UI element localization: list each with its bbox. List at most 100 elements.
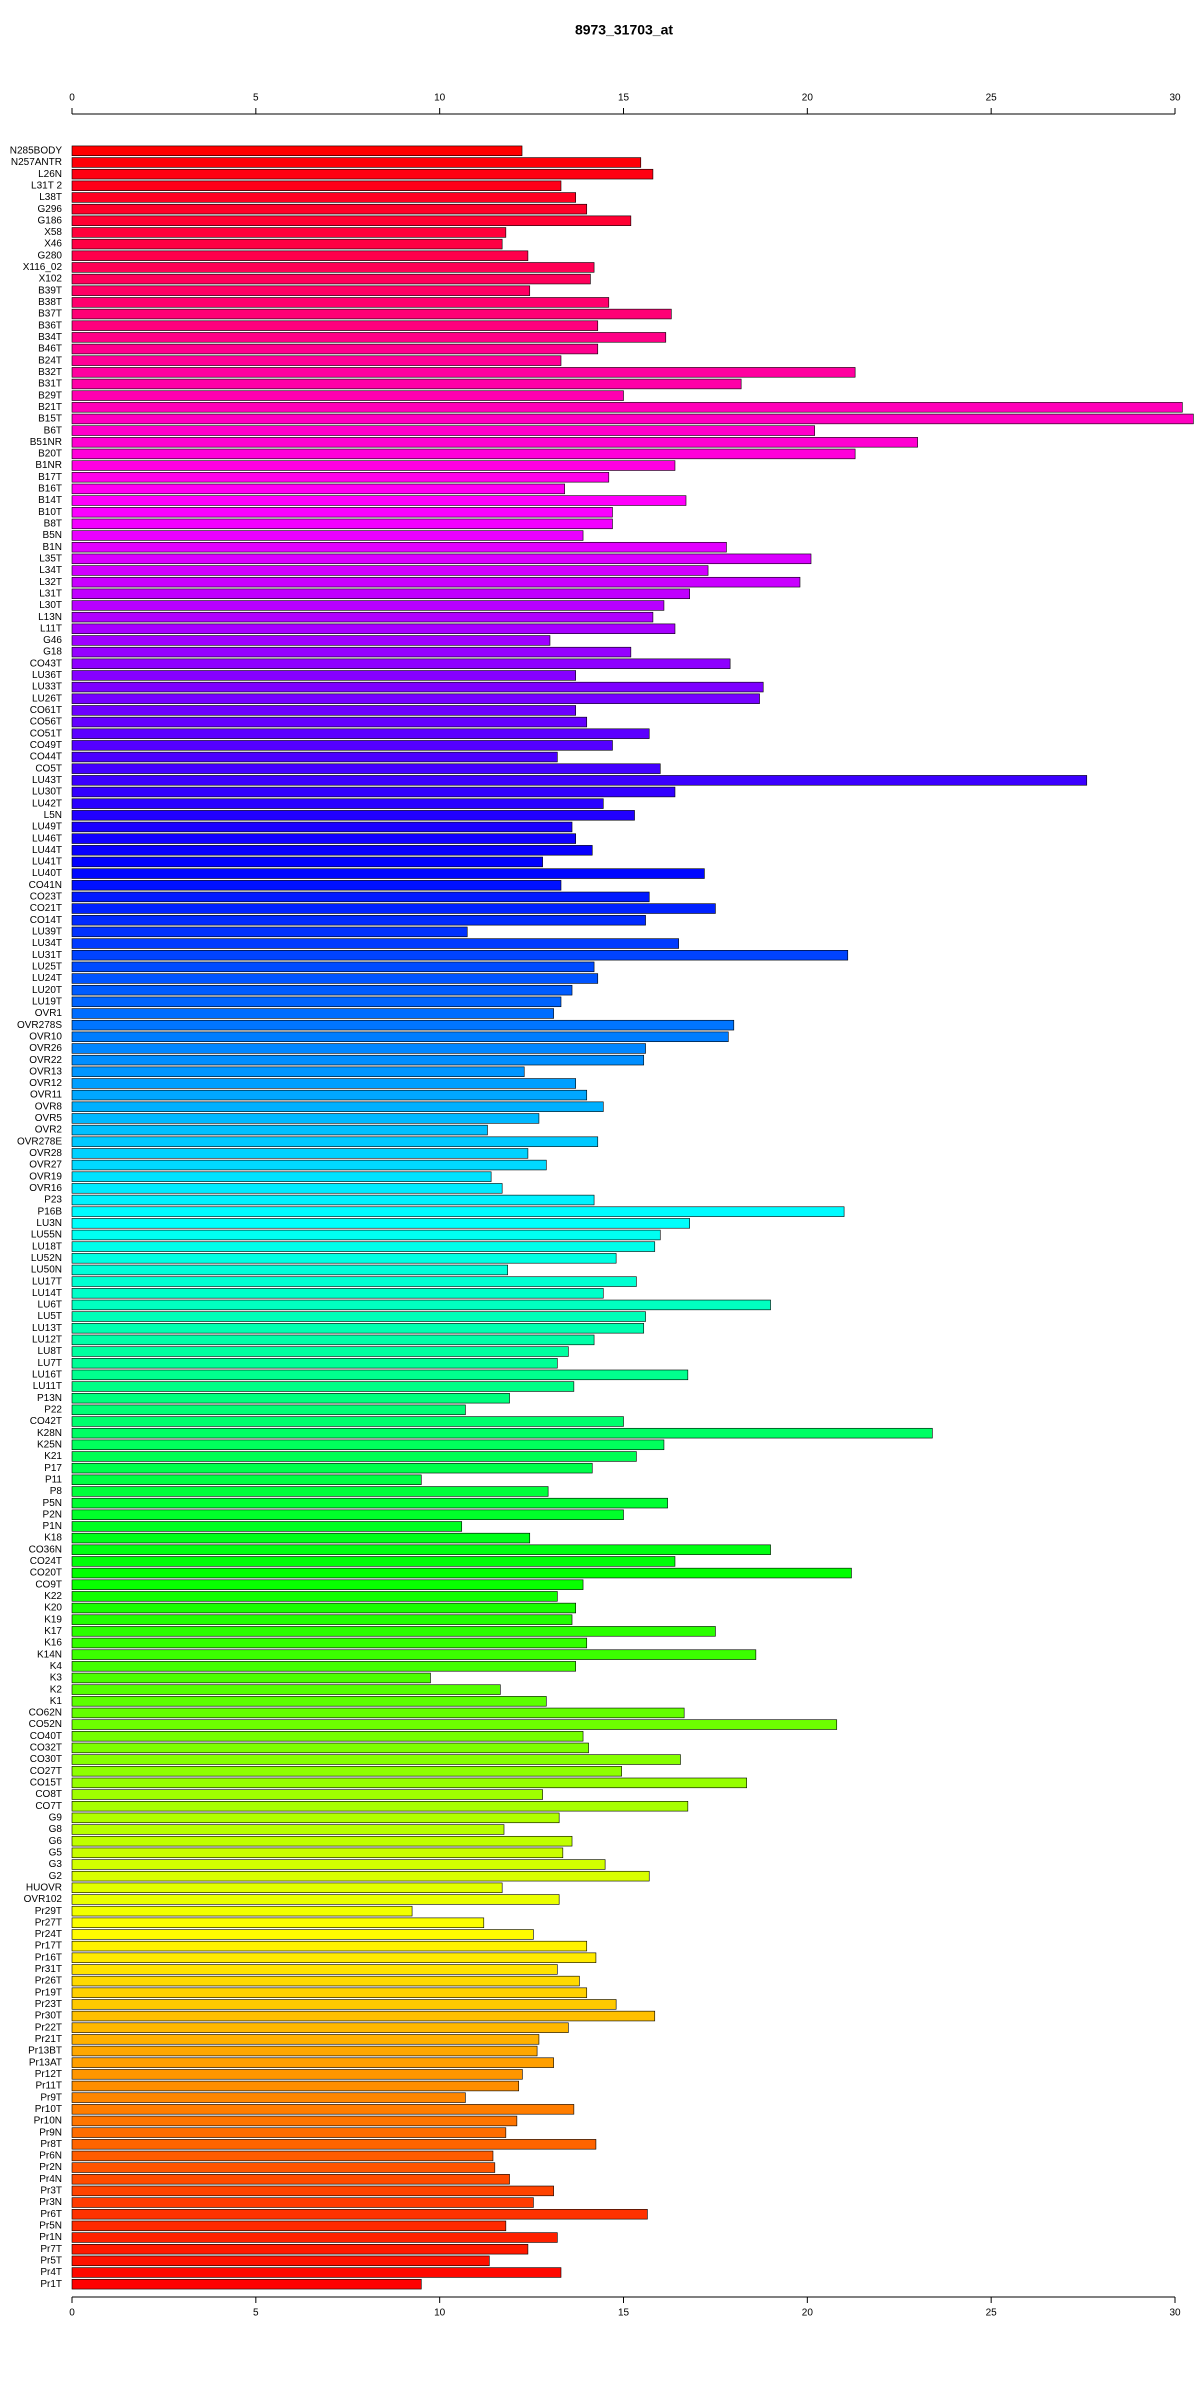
bar xyxy=(71,903,716,914)
y-tick-label: CO15T xyxy=(30,1778,62,1789)
y-tick-label: K4 xyxy=(50,1661,63,1672)
bar xyxy=(71,448,856,460)
y-tick-label: L13N xyxy=(38,612,62,623)
bar xyxy=(71,1649,757,1660)
bar xyxy=(71,1742,589,1754)
bar xyxy=(71,600,665,611)
x-tick-label: 5 xyxy=(253,93,259,104)
bar xyxy=(71,2104,575,2115)
y-tick-label: P22 xyxy=(44,1404,62,1415)
bar xyxy=(71,1323,645,1334)
bar xyxy=(71,915,646,926)
y-tick-label: CO30T xyxy=(30,1754,62,1765)
y-tick-label: LU39T xyxy=(32,927,62,938)
bar xyxy=(71,1404,466,1416)
y-tick-label: CO8T xyxy=(35,1789,62,1800)
y-tick-label: B16T xyxy=(38,484,62,495)
bar xyxy=(71,215,632,226)
bar xyxy=(71,658,731,669)
bar xyxy=(71,1346,569,1357)
bar xyxy=(71,984,573,996)
y-tick-label: B51NR xyxy=(30,437,62,448)
y-tick-label: OVR278E xyxy=(17,1136,62,1147)
bar xyxy=(71,950,849,961)
y-tick-label: CO14T xyxy=(30,915,62,926)
y-tick-label: LU12T xyxy=(32,1335,62,1346)
bar xyxy=(71,285,531,296)
bar xyxy=(71,1113,540,1124)
y-tick-label: OVR10 xyxy=(29,1031,62,1042)
bar xyxy=(71,1066,525,1077)
y-tick-label: OVR16 xyxy=(29,1183,62,1194)
bar xyxy=(71,1381,575,1392)
bar xyxy=(71,856,543,868)
bar xyxy=(71,938,679,949)
bar xyxy=(71,576,801,588)
bar xyxy=(71,2162,496,2173)
bar xyxy=(71,1229,661,1241)
bar xyxy=(71,611,654,623)
y-tick-label: LU50N xyxy=(31,1265,62,1276)
y-tick-label: Pr22T xyxy=(35,2022,62,2033)
bar xyxy=(71,2127,507,2138)
bar xyxy=(71,203,588,215)
bar xyxy=(71,390,624,401)
y-tick-label: Pr6N xyxy=(39,2151,62,2162)
y-tick-label: B21T xyxy=(38,402,62,413)
y-tick-label: CO7T xyxy=(35,1801,62,1812)
y-tick-label: Pr1T xyxy=(40,2279,62,2290)
y-tick-label: Pr26T xyxy=(35,1976,62,1987)
bar xyxy=(71,623,676,634)
bar xyxy=(71,180,562,191)
bar xyxy=(71,1288,604,1299)
bar xyxy=(71,273,591,285)
y-tick-label: CO5T xyxy=(35,763,62,774)
y-tick-label: LU14T xyxy=(32,1288,62,1299)
y-tick-label: CO51T xyxy=(30,728,62,739)
bar xyxy=(71,1124,488,1136)
bar xyxy=(71,1369,689,1381)
bar xyxy=(71,891,650,903)
y-tick-label: Pr3T xyxy=(40,2186,62,2197)
bar xyxy=(71,693,760,704)
bar xyxy=(71,507,613,518)
bar xyxy=(71,775,1088,786)
bar xyxy=(71,1987,588,1998)
x-tick-label: 15 xyxy=(618,2308,630,2319)
bar xyxy=(71,168,654,180)
y-tick-label: P17 xyxy=(44,1463,62,1474)
y-tick-label: LU42T xyxy=(32,798,62,809)
y-tick-label: Pr13AT xyxy=(29,2057,62,2068)
bar xyxy=(71,1159,547,1171)
y-tick-label: OVR19 xyxy=(29,1171,62,1182)
y-tick-label: CO24T xyxy=(30,1556,62,1567)
bar xyxy=(71,2139,597,2150)
y-tick-label: Pr23T xyxy=(35,1999,62,2010)
bar xyxy=(71,1253,617,1264)
bar xyxy=(71,262,595,273)
bar xyxy=(71,2057,554,2068)
y-tick-label: LU20T xyxy=(32,985,62,996)
bar xyxy=(71,2080,520,2092)
y-tick-label: LU40T xyxy=(32,868,62,879)
bar xyxy=(71,845,593,856)
bar xyxy=(71,1054,645,1066)
y-tick-label: Pr4N xyxy=(39,2174,62,2185)
y-tick-label: CO44T xyxy=(30,752,62,763)
y-tick-label: B39T xyxy=(38,285,62,296)
bar xyxy=(71,2278,422,2290)
bar xyxy=(71,1486,549,1497)
y-tick-label: K17 xyxy=(44,1626,62,1637)
y-tick-label: X58 xyxy=(44,227,62,238)
bar xyxy=(71,728,650,739)
x-tick-label: 10 xyxy=(434,2308,446,2319)
bar xyxy=(71,157,642,168)
bar xyxy=(71,926,468,938)
y-tick-label: LU31T xyxy=(32,950,62,961)
bar xyxy=(71,1497,668,1509)
y-tick-label: LU25T xyxy=(32,962,62,973)
y-tick-label: K19 xyxy=(44,1614,62,1625)
bar xyxy=(71,1579,584,1590)
y-tick-label: L26N xyxy=(38,169,62,180)
bar xyxy=(71,1707,685,1719)
